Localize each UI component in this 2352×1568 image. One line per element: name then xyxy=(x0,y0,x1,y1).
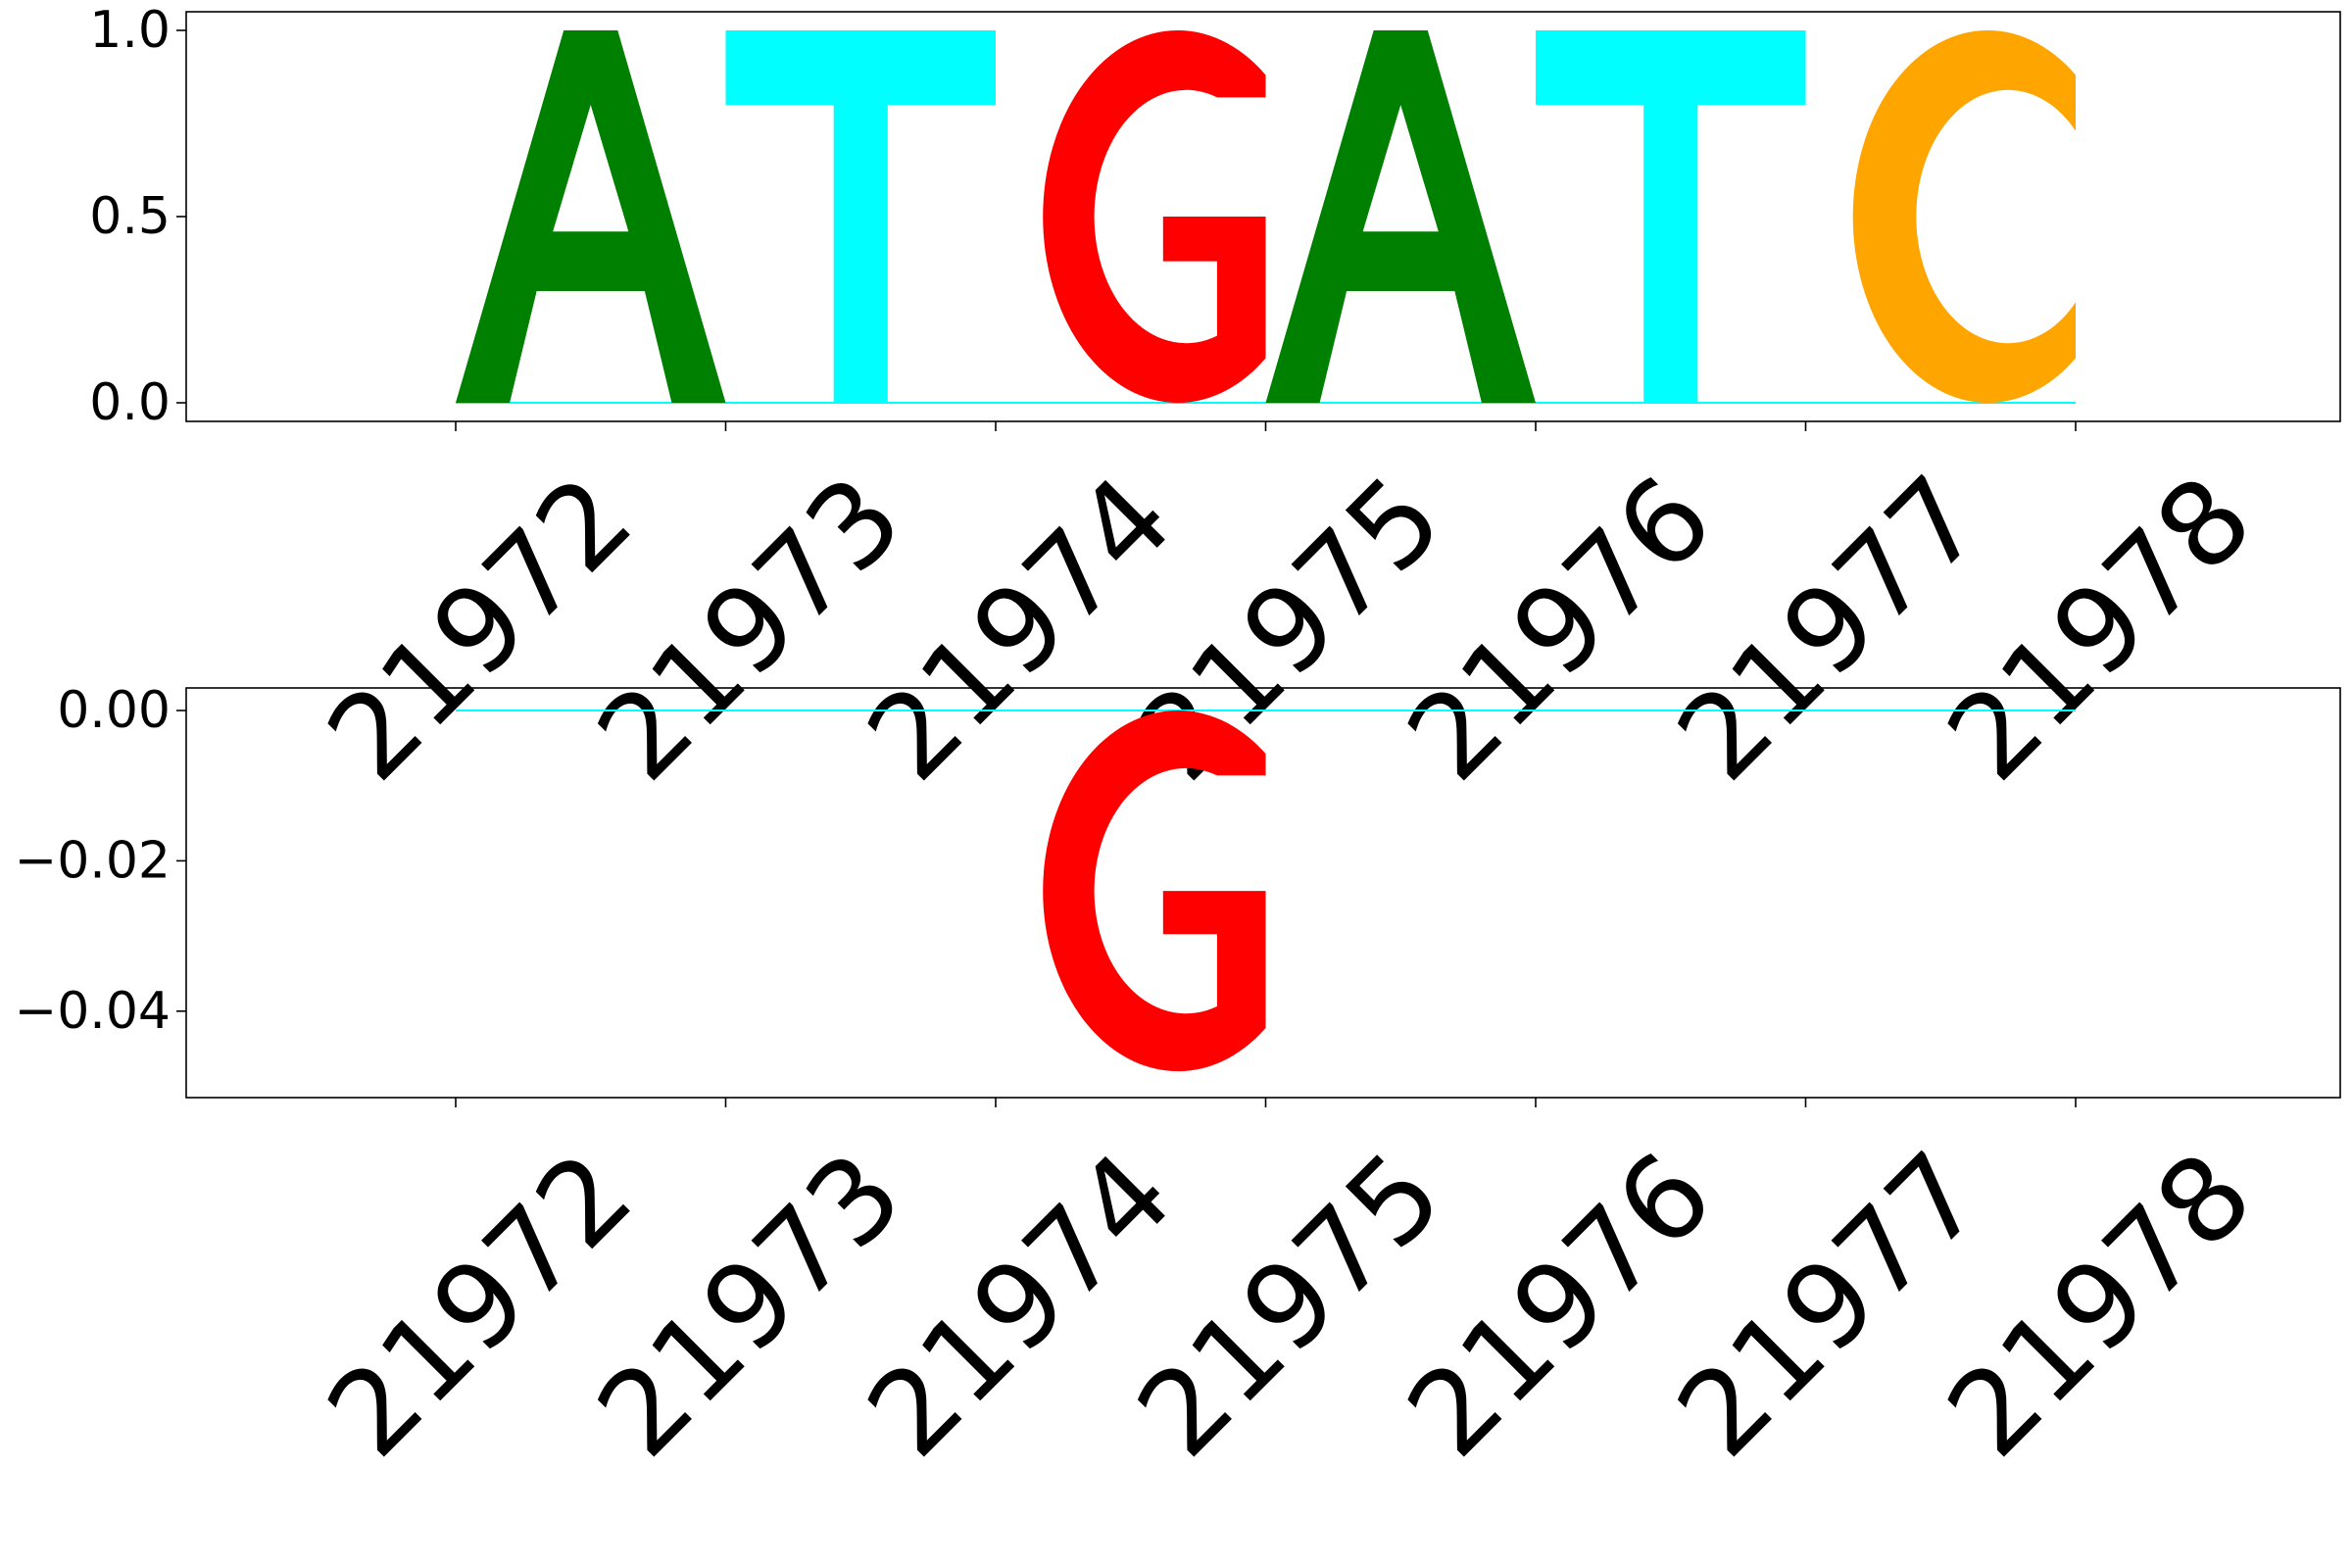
logo-letter-g xyxy=(1043,710,1266,1072)
logo-letter-a xyxy=(456,30,726,403)
x-tick-label: 21974 xyxy=(842,1126,1198,1482)
x-tick-label: 21977 xyxy=(1652,450,2008,806)
y-tick-label: 0.0 xyxy=(89,373,171,432)
x-tick-label: 21976 xyxy=(1382,1126,1738,1482)
y-tick-label: −0.04 xyxy=(15,982,171,1041)
x-tick-label: 21977 xyxy=(1652,1126,2008,1482)
y-tick-label: −0.02 xyxy=(15,831,171,890)
y-tick-label: 0.00 xyxy=(57,681,171,740)
x-tick-label: 21975 xyxy=(1112,1126,1468,1482)
logo-letter-c xyxy=(1852,30,2076,404)
x-tick-label: 21978 xyxy=(1922,450,2278,806)
axes-frame xyxy=(185,687,2341,1099)
y-tick-label: 1.0 xyxy=(89,1,171,60)
x-tick-label: 21978 xyxy=(1922,1126,2278,1482)
x-tick-label: 21973 xyxy=(572,450,928,806)
x-tick-label: 21973 xyxy=(572,1126,928,1482)
logo-letter-a xyxy=(1265,30,1536,403)
y-tick-label: 0.5 xyxy=(89,187,171,246)
logo-panel-negative: 0.00−0.02−0.0421972219732197421975219762… xyxy=(15,681,2341,1482)
logo-letter-g xyxy=(1043,30,1266,404)
x-tick-label: 21972 xyxy=(302,450,658,806)
logo-panel-positive: 0.00.51.02197221973219742197521976219772… xyxy=(89,1,2341,806)
x-tick-label: 21976 xyxy=(1382,450,1738,806)
x-tick-label: 21972 xyxy=(302,1126,658,1482)
logo-letter-t xyxy=(1536,30,1806,403)
logo-letter-t xyxy=(725,30,996,403)
